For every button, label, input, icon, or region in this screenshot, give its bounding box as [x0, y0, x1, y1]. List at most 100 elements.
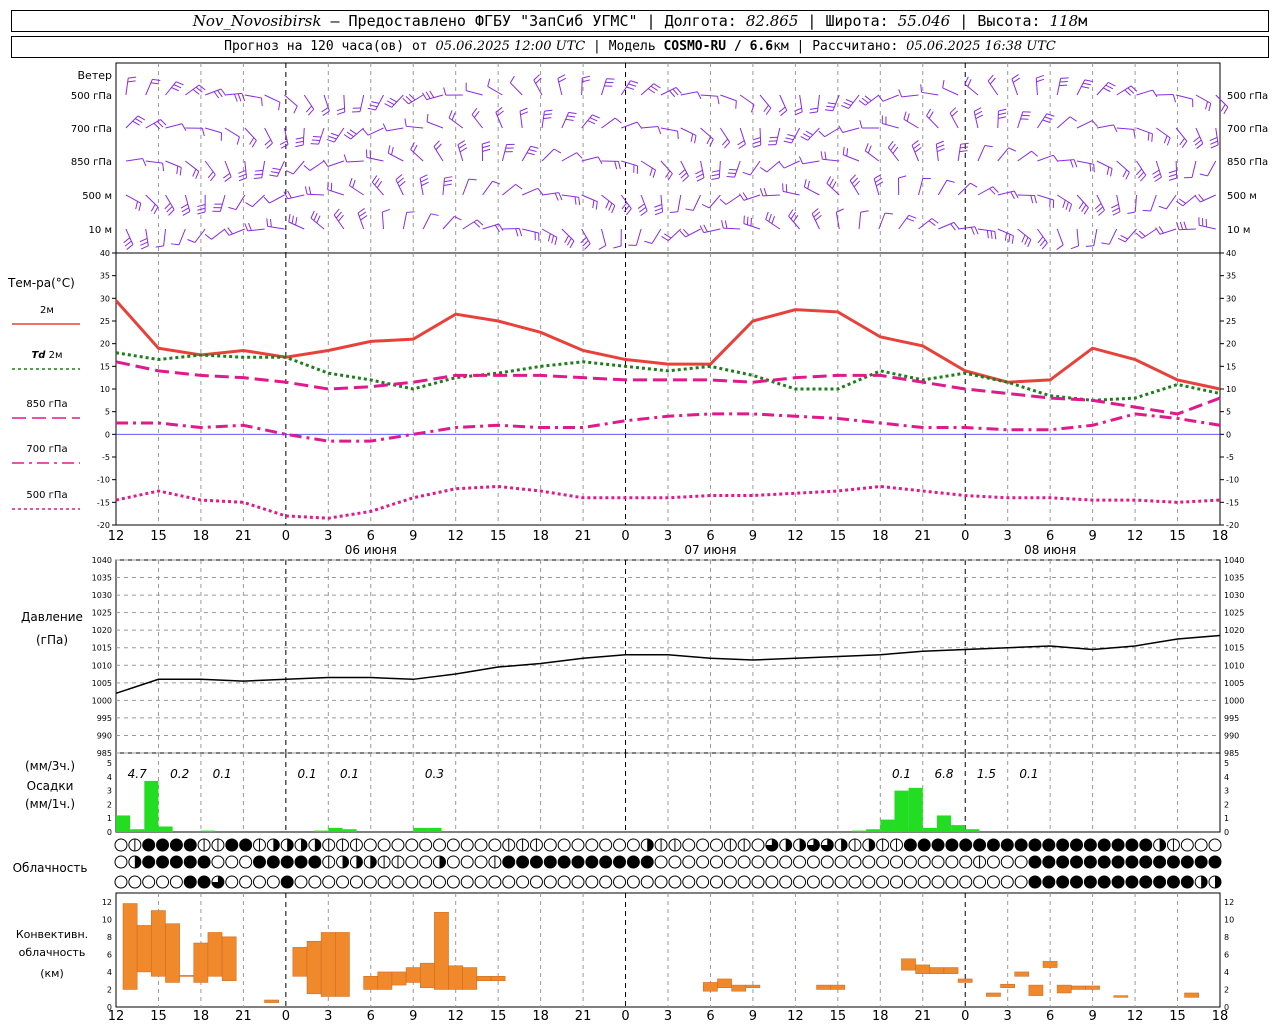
- precip-ytick-label-right: 1: [1224, 814, 1229, 823]
- cloud-symbol: [917, 855, 931, 869]
- cloud-circle: [599, 838, 613, 852]
- wind-barb-shaft: [621, 121, 638, 129]
- cloud-symbol: [1042, 875, 1056, 889]
- cloud-symbol: [793, 855, 807, 869]
- cloud-symbol: [474, 855, 488, 869]
- wind-barb-flag: [576, 152, 583, 159]
- time-tick-label-bottom: 18: [532, 1009, 549, 1024]
- cloud-circle: [876, 855, 890, 869]
- conv-bar: [703, 982, 718, 992]
- cloud-symbol: [751, 875, 765, 889]
- wind-barb-flag: [1151, 133, 1153, 142]
- pressure-ytick-label: 1040: [92, 556, 112, 565]
- wind-barb-flag: [175, 81, 184, 86]
- temp-ytick-label: -10: [97, 476, 110, 485]
- cloud-symbol: [599, 875, 613, 889]
- cloud-fill-full: [225, 839, 238, 851]
- cloud-circle: [405, 838, 419, 852]
- cloud-fill-half: [647, 839, 654, 851]
- cloud-fill-full: [502, 856, 515, 868]
- wind-barb-shaft: [581, 194, 598, 203]
- cloud-symbol: [128, 855, 142, 869]
- temp-legend-label: 850 гПа: [26, 399, 67, 410]
- time-tick-label-bottom: 9: [409, 1009, 417, 1024]
- precip-bar: [116, 815, 131, 832]
- wind-barb-flag: [1036, 78, 1045, 83]
- cloud-symbol: [682, 875, 696, 889]
- wind-barb-shaft: [759, 127, 762, 146]
- wind-barb-flag: [818, 130, 826, 138]
- wind-barb-shaft: [1199, 224, 1216, 230]
- wind-barb-flag: [213, 91, 220, 99]
- wind-barb-flag: [1111, 203, 1119, 209]
- computed-label: Рассчитано:: [812, 39, 899, 54]
- cloud-circle: [460, 875, 474, 889]
- wind-barb-shaft: [977, 228, 995, 232]
- cloud-symbol: [1056, 875, 1070, 889]
- wind-barb-shaft: [509, 82, 523, 96]
- cloud-symbol: [128, 875, 142, 889]
- cloud-fill-full: [295, 856, 308, 868]
- cloud-symbol: [142, 855, 156, 869]
- wind-barb-shaft: [302, 127, 305, 146]
- wind-barb-flag: [867, 145, 872, 154]
- wind-barb-flag: [127, 80, 136, 83]
- cloud-circle: [446, 855, 460, 869]
- wind-barb-shaft: [882, 94, 899, 102]
- cloud-fill-full: [1167, 856, 1180, 868]
- wind-barb-flag: [1139, 174, 1147, 182]
- time-tick-label: 18: [193, 529, 210, 544]
- wind-barb-shaft: [1037, 194, 1054, 201]
- time-tick-label: 12: [1127, 529, 1144, 544]
- wind-barb-shaft: [864, 150, 880, 162]
- wind-barb-flag: [181, 123, 187, 131]
- cloud-fill-full: [1112, 839, 1125, 851]
- wind-barb-flag: [471, 107, 478, 115]
- wind-barb-shaft: [1134, 194, 1137, 212]
- wind-barb-shaft: [205, 127, 222, 134]
- cloud-symbol: [945, 838, 959, 852]
- wind-barb-shaft: [865, 94, 880, 106]
- wind-barb-flag: [1082, 82, 1091, 86]
- wind-barb-flag: [565, 118, 574, 121]
- precip-ytick-label: 1: [107, 814, 112, 823]
- wind-barb-shaft: [964, 83, 979, 96]
- wind-barb-flag: [197, 204, 206, 208]
- wind-barb-flag: [244, 223, 249, 232]
- cloud-fill-full: [1209, 856, 1221, 868]
- cloud-circle: [986, 875, 1000, 889]
- precip-ytick-label: 3: [107, 787, 112, 796]
- wind-barb-flag: [639, 206, 647, 213]
- wind-barb-shaft: [224, 92, 242, 96]
- wind-barb-flag: [374, 178, 380, 186]
- wind-barb-shaft: [739, 127, 746, 145]
- wind-barb-shaft: [125, 158, 143, 162]
- wind-barb-flag: [654, 211, 663, 216]
- cloud-fill-full: [1139, 876, 1152, 888]
- wind-barb-flag: [308, 186, 312, 195]
- wind-barb-flag: [402, 97, 409, 105]
- wind-barb-shaft: [918, 178, 924, 196]
- cloud-fill-full: [627, 856, 640, 868]
- cloud-symbol: [626, 838, 640, 852]
- wind-barb-shaft: [125, 115, 139, 129]
- wind-barb-flag: [984, 144, 993, 148]
- time-axis: 1212151518182121003366991212151518182121…: [108, 529, 1229, 1024]
- wind-barb-flag: [990, 230, 993, 239]
- wind-barb-shaft: [264, 127, 273, 144]
- cloud-fill-half: [134, 856, 141, 868]
- wind-level-label: 500 гПа: [71, 91, 112, 102]
- wind-barb-shaft: [541, 148, 555, 162]
- wind-barb-flag: [322, 110, 330, 116]
- wind-level-label: 850 гПа: [71, 157, 112, 168]
- wind-barb-flag: [824, 151, 827, 160]
- time-tick-label-bottom: 6: [367, 1009, 375, 1024]
- cloud-circle: [779, 875, 793, 889]
- wind-barb-flag: [1106, 166, 1110, 175]
- cloud-fill-full: [1070, 876, 1083, 888]
- wind-barb-flag: [742, 192, 748, 200]
- wind-barb-shaft: [843, 154, 860, 162]
- wind-barb-shaft: [264, 94, 281, 103]
- wind-barb-shaft: [1150, 194, 1157, 212]
- wind-barb-flag: [1030, 195, 1034, 204]
